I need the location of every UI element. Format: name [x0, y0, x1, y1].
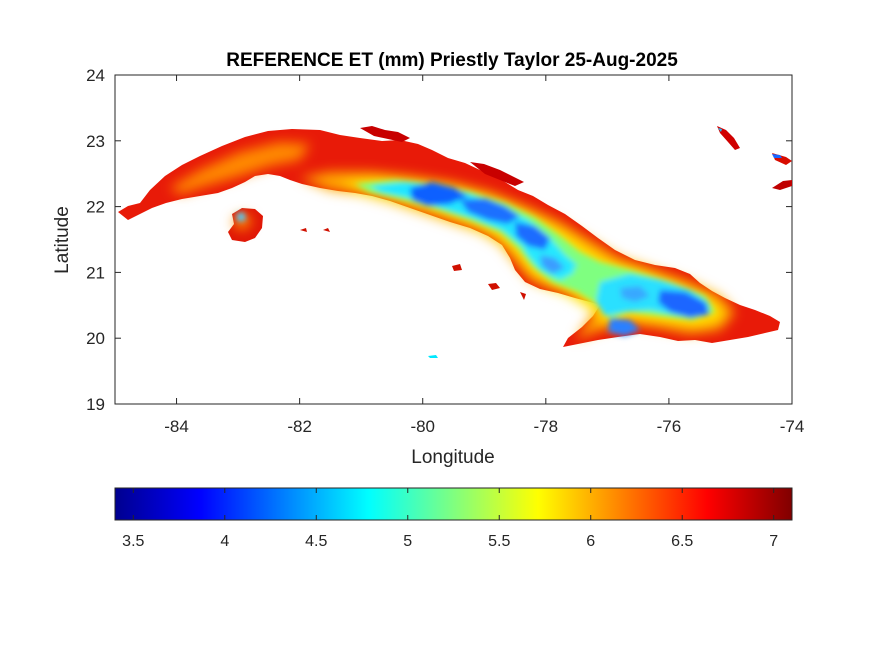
x-tick-label: -74 — [780, 417, 805, 436]
colorbar — [114, 487, 793, 521]
colorbar-tick-label: 6.5 — [671, 533, 693, 550]
y-tick-label: 23 — [86, 132, 105, 151]
y-tick-label: 22 — [86, 198, 105, 217]
colorbar-tick-label: 5 — [403, 533, 412, 550]
x-tick-label: -76 — [657, 417, 682, 436]
colorbar-tick-label: 6 — [586, 533, 595, 550]
y-tick-label: 24 — [86, 66, 105, 85]
y-tick-label: 21 — [86, 263, 105, 282]
colorbar-ticks: 3.5 4 4.5 5 5.5 6 6.5 7 — [122, 488, 778, 550]
x-axis-label: Longitude — [411, 447, 494, 468]
colorbar-tick-label: 7 — [769, 533, 778, 550]
x-tick-label: -78 — [534, 417, 559, 436]
et-map — [118, 126, 792, 358]
y-axis-label: Latitude — [52, 206, 73, 274]
x-tick-label: -80 — [410, 417, 435, 436]
colorbar-tick-label: 4.5 — [305, 533, 327, 550]
plot-area — [114, 74, 793, 405]
colorbar-tick-label: 3.5 — [122, 533, 144, 550]
northern-cays — [360, 126, 524, 186]
colorbar-tick-label: 4 — [220, 533, 229, 550]
x-tick-label: -84 — [164, 417, 189, 436]
y-axis: 19 20 21 22 23 24 — [86, 66, 792, 414]
x-tick-label: -82 — [287, 417, 312, 436]
x-axis: -84 -82 -80 -78 -76 -74 — [164, 75, 804, 436]
y-tick-label: 20 — [86, 329, 105, 348]
y-tick-label: 19 — [86, 395, 105, 414]
chart-title: REFERENCE ET (mm) Priestly Taylor 25-Aug… — [226, 50, 678, 71]
colorbar-tick-label: 5.5 — [488, 533, 510, 550]
